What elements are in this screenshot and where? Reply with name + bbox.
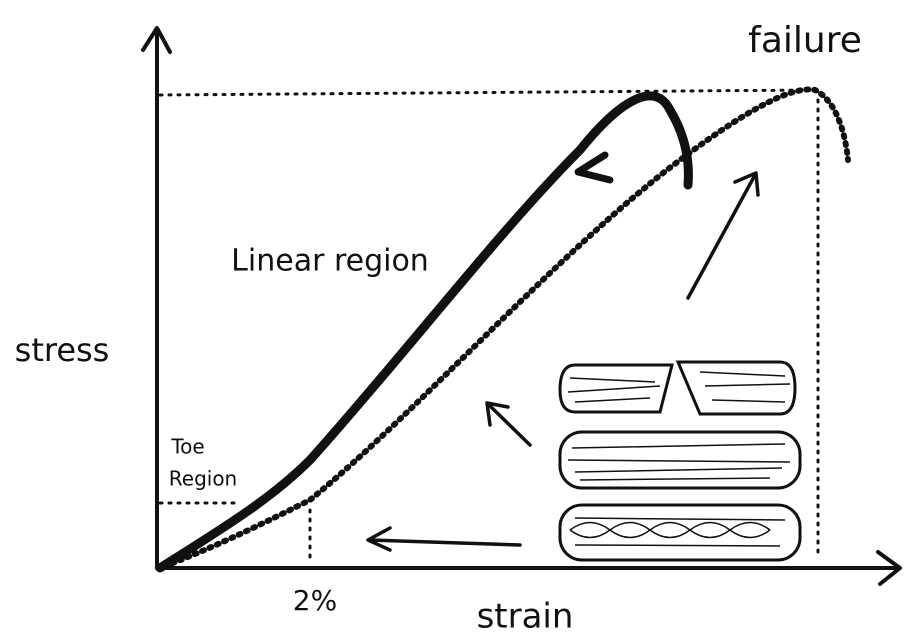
fiber-bundles bbox=[558, 360, 802, 562]
toe-region-label: Region bbox=[169, 467, 237, 491]
reference-lines bbox=[158, 88, 820, 564]
stress-strain-curve bbox=[155, 91, 693, 573]
failure-label: failure bbox=[748, 20, 862, 61]
axes bbox=[141, 26, 902, 586]
arrow-up-left bbox=[485, 401, 532, 447]
arrow-up-right bbox=[686, 171, 760, 300]
curve-arrow bbox=[574, 151, 614, 184]
dotted-curve bbox=[162, 86, 851, 569]
broken-fiber-right bbox=[675, 360, 797, 416]
crimped-fiber bbox=[558, 503, 802, 562]
arrow-left bbox=[366, 526, 522, 552]
linear-region-label: Linear region bbox=[231, 244, 429, 279]
fiber-lines bbox=[567, 443, 791, 481]
arrows bbox=[366, 171, 760, 552]
strain-label: strain bbox=[477, 597, 574, 637]
fiber-lines bbox=[567, 371, 791, 403]
max-stress-line bbox=[158, 88, 817, 97]
fiber-lines bbox=[569, 517, 786, 547]
y-axis bbox=[141, 26, 172, 570]
toe-region-label: Toe bbox=[170, 435, 204, 459]
straight-fiber bbox=[558, 430, 802, 490]
x-axis bbox=[155, 550, 902, 586]
strain-tick-label: 2% bbox=[293, 584, 337, 617]
stress-label: stress bbox=[15, 331, 110, 369]
